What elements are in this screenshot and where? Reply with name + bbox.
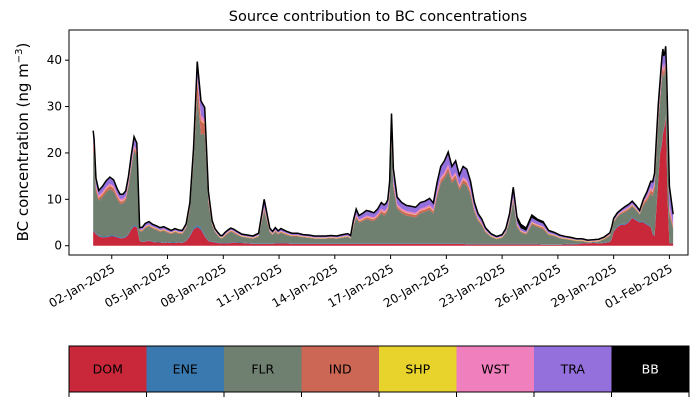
y-tick-label: 10 xyxy=(47,192,62,206)
y-axis-ticks: 0 10 20 30 40 xyxy=(47,53,69,253)
legend-label: BB xyxy=(642,362,659,377)
legend-swatch-flr xyxy=(224,346,302,392)
legend-swatch-dom xyxy=(69,346,147,392)
x-axis-ticks: 02-Jan-202505-Jan-202508-Jan-202511-Jan-… xyxy=(47,255,675,311)
legend-swatch-ind xyxy=(301,346,379,392)
y-tick-label: 20 xyxy=(47,146,62,160)
legend-label: WST xyxy=(481,362,509,377)
legend-swatch-shp xyxy=(379,346,457,392)
legend-label: SHP xyxy=(405,362,430,377)
area-series-flr xyxy=(93,68,674,245)
chart-title: Source contribution to BC concentrations xyxy=(229,9,527,25)
legend-label: ENE xyxy=(173,362,198,377)
plot-frame xyxy=(68,29,689,256)
legend-label: FLR xyxy=(251,362,274,377)
source-legend-colorbar: DOM ENE FLR IND SHP WST TRA BB xyxy=(68,345,690,397)
legend-label: TRA xyxy=(560,362,586,377)
legend-swatch-bb xyxy=(611,346,689,392)
area-series-dom xyxy=(93,115,674,246)
total-concentration-line xyxy=(92,46,674,241)
y-axis-label-close: ) xyxy=(14,43,32,49)
legend-swatch-ene xyxy=(146,346,224,392)
legend-label: IND xyxy=(329,362,352,377)
y-axis-label: BC concentration (ng m−3) xyxy=(14,43,32,242)
y-axis-label-sup: −3 xyxy=(14,48,25,63)
y-tick-label: 0 xyxy=(54,239,62,253)
legend-swatch-wst xyxy=(456,346,534,392)
legend-swatch-tra xyxy=(534,346,612,392)
y-tick-label: 40 xyxy=(47,53,62,67)
y-axis-label-main: BC concentration (ng m xyxy=(14,63,32,241)
y-tick-label: 30 xyxy=(47,100,62,114)
legend-label: DOM xyxy=(93,362,123,377)
plot-area xyxy=(92,46,674,246)
